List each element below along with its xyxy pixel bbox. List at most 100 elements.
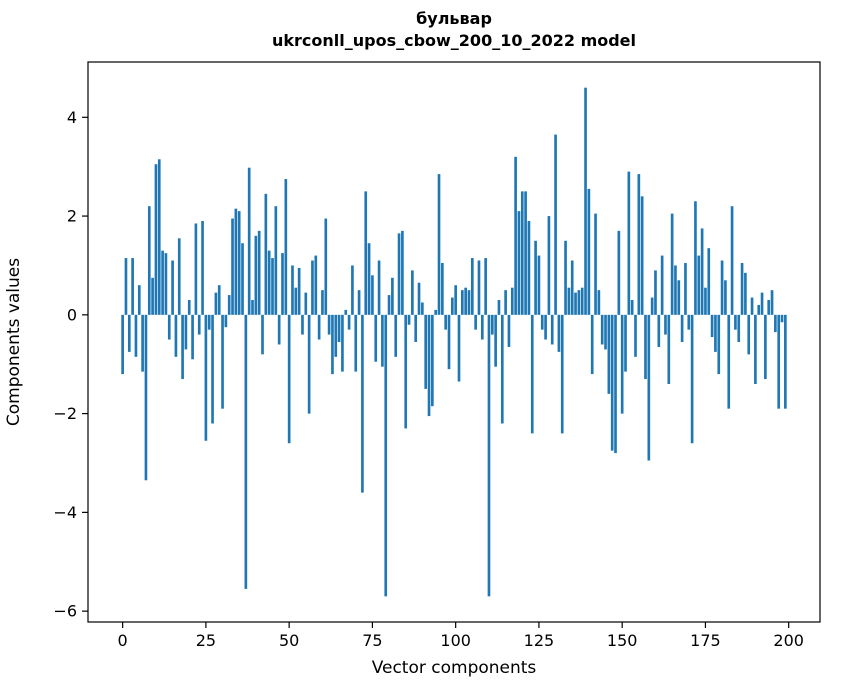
- axes-spines: [87, 61, 821, 623]
- bar: [371, 275, 374, 315]
- bar: [337, 314, 341, 342]
- bar: [434, 309, 438, 315]
- bar: [184, 314, 188, 350]
- bar: [754, 314, 757, 384]
- bar: [480, 314, 484, 340]
- bar: [387, 295, 391, 315]
- bar: [530, 314, 534, 434]
- x-tick-label: 100: [440, 631, 471, 650]
- bar: [667, 314, 671, 384]
- bar: [357, 290, 361, 315]
- bar: [451, 297, 454, 315]
- bar: [620, 314, 624, 414]
- bar: [307, 314, 311, 414]
- bar: [640, 196, 644, 315]
- bar: [247, 167, 251, 315]
- bar: [321, 290, 324, 315]
- bar: [680, 314, 684, 342]
- bar: [700, 228, 704, 315]
- bar: [674, 265, 677, 315]
- bar: [527, 221, 531, 315]
- bar: [447, 314, 451, 370]
- bar: [504, 290, 507, 315]
- bar: [654, 270, 657, 315]
- bar: [647, 314, 651, 461]
- bar: [444, 314, 447, 330]
- bar: [347, 314, 351, 330]
- bar: [274, 206, 278, 315]
- bar: [524, 191, 527, 315]
- bar: [684, 262, 687, 315]
- bar: [597, 290, 601, 315]
- bar: [737, 314, 741, 342]
- bar: [211, 314, 214, 424]
- bar: [454, 285, 457, 315]
- bar: [610, 314, 614, 451]
- bar: [141, 314, 144, 372]
- bar: [251, 300, 254, 315]
- bar: [657, 314, 661, 347]
- bar: [687, 314, 691, 330]
- bar: [227, 295, 231, 315]
- bar: [474, 314, 477, 330]
- bar: [154, 164, 158, 315]
- bar: [191, 314, 194, 360]
- bar: [237, 211, 241, 315]
- bar: [214, 292, 218, 315]
- bar: [747, 314, 751, 355]
- bar: [127, 314, 131, 352]
- bar: [544, 314, 547, 340]
- bar: [217, 285, 221, 315]
- bar: [374, 314, 378, 362]
- bar: [697, 255, 701, 315]
- bar: [547, 216, 551, 315]
- bar: [157, 159, 161, 315]
- bar: [514, 156, 517, 315]
- bar: [630, 300, 634, 315]
- bar: [557, 314, 561, 352]
- bar: [351, 265, 354, 315]
- bar: [500, 314, 504, 424]
- bar: [201, 221, 204, 315]
- bar: [760, 292, 764, 315]
- bar: [224, 314, 228, 328]
- bar: [257, 230, 261, 315]
- bar: [664, 314, 667, 335]
- bar: [507, 314, 511, 347]
- bar: [377, 260, 381, 315]
- bar: [431, 314, 434, 407]
- bar: [634, 314, 637, 357]
- x-tick-label: 150: [607, 631, 638, 650]
- x-tick-label: 200: [773, 631, 804, 650]
- bar: [584, 87, 587, 315]
- y-tick-label: 4: [67, 108, 77, 127]
- bar: [677, 280, 681, 315]
- bar: [221, 314, 224, 409]
- bar: [567, 287, 571, 315]
- bar: [194, 223, 198, 315]
- bar: [764, 314, 767, 380]
- bar: [670, 213, 674, 315]
- bar: [174, 314, 178, 357]
- bar: [767, 300, 771, 315]
- bar: [484, 258, 487, 315]
- bar: [301, 314, 304, 335]
- bar: [637, 174, 641, 315]
- bar: [267, 250, 271, 315]
- bar: [537, 255, 541, 315]
- bar: [517, 211, 521, 315]
- bar: [297, 267, 301, 315]
- x-tick-label: 0: [118, 631, 128, 650]
- bar: [694, 201, 697, 315]
- bar: [520, 191, 524, 315]
- x-tick-label: 75: [362, 631, 382, 650]
- bar: [427, 314, 431, 417]
- bar: [580, 287, 584, 315]
- bar: [644, 314, 647, 380]
- bar: [587, 188, 591, 315]
- bar: [404, 314, 408, 429]
- bar: [441, 262, 444, 315]
- bar: [780, 314, 784, 323]
- x-tick-label: 175: [690, 631, 721, 650]
